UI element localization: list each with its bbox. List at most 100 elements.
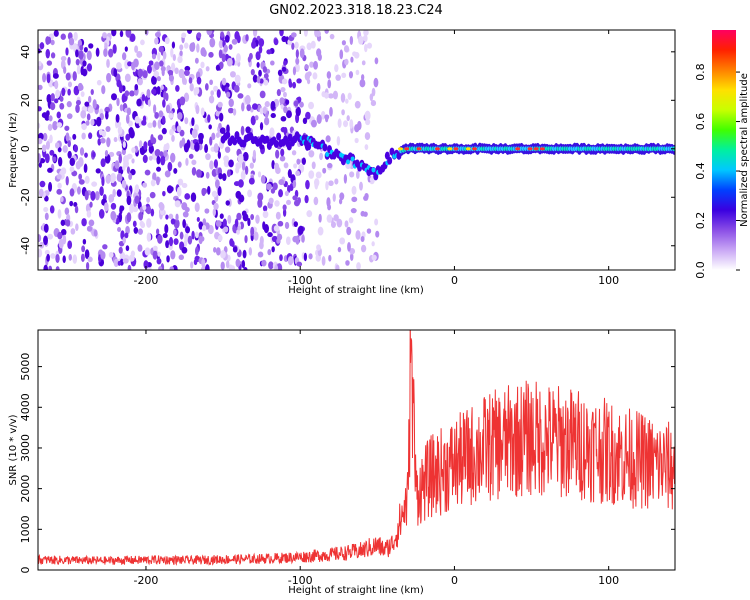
heatmap-noise-cell <box>92 151 96 158</box>
heatmap-noise-cell <box>217 234 223 242</box>
heatmap-noise-cell <box>243 267 248 270</box>
heatmap-noise-cell <box>219 61 224 70</box>
heatmap-noise-cell <box>279 155 286 162</box>
heatmap-noise-cell <box>336 136 341 146</box>
heatmap-noise-cell <box>349 119 354 129</box>
heatmap-noise-cell <box>240 170 246 181</box>
heatmap-noise-cell <box>68 37 75 46</box>
heatmap-hot-cell <box>434 147 440 151</box>
heatmap-noise-cell <box>93 229 98 237</box>
heatmap-noise-cell <box>278 189 284 198</box>
heatmap-noise-cell <box>56 122 63 128</box>
heatmap-noise-cell <box>44 195 49 202</box>
heatmap-noise-cell <box>163 150 168 157</box>
heatmap-noise-cell <box>217 185 221 196</box>
heatmap-noise-cell <box>234 74 241 84</box>
heatmap-noise-cell <box>269 127 275 138</box>
heatmap-noise-cell <box>79 147 85 156</box>
heatmap-noise-cell <box>129 33 136 42</box>
heatmap-noise-cell <box>110 202 117 210</box>
heatmap-noise-cell <box>350 208 357 214</box>
heatmap-noise-cell <box>359 79 366 88</box>
heatmap-noise-cell <box>70 228 76 235</box>
heatmap-noise-cell <box>112 43 117 54</box>
figure-title: GN02.2023.318.18.23.C24 <box>269 3 443 18</box>
heatmap-noise-cell <box>351 196 358 203</box>
heatmap-noise-cell <box>127 264 132 270</box>
heatmap-noise-cell <box>191 166 197 176</box>
heatmap-noise-cell <box>147 122 153 129</box>
heatmap-noise-cell <box>327 79 332 89</box>
spectrogram-y-label: Frequency (Hz) <box>8 112 19 188</box>
heatmap-noise-cell <box>349 171 355 178</box>
heatmap-noise-cell <box>131 61 136 71</box>
heatmap-noise-cell <box>119 30 124 38</box>
heatmap-noise-cell <box>160 84 164 91</box>
heatmap-noise-cell <box>108 48 114 58</box>
heatmap-noise-cell <box>351 185 357 195</box>
heatmap-signal-cell <box>322 143 328 152</box>
heatmap-noise-cell <box>119 104 124 112</box>
heatmap-noise-cell <box>310 119 317 128</box>
heatmap-signal-core <box>346 159 351 165</box>
heatmap-hot-cell <box>533 147 539 151</box>
heatmap-noise-cell <box>64 207 70 215</box>
heatmap-noise-cell <box>117 260 121 266</box>
heatmap-noise-cell <box>154 61 160 71</box>
heatmap-noise-cell <box>156 155 161 165</box>
heatmap-noise-cell <box>190 261 194 269</box>
colorbar-ticks: 0.0 0.2 0.4 0.6 0.8 <box>694 63 740 279</box>
snr-ytick-label: 2000 <box>19 475 32 503</box>
heatmap-noise-cell <box>50 102 56 111</box>
heatmap-noise-cell <box>278 179 285 186</box>
heatmap-noise-cell <box>217 151 221 159</box>
heatmap-noise-cell <box>160 66 166 72</box>
heatmap-noise-cell <box>122 236 127 244</box>
heatmap-noise-cell <box>259 122 264 131</box>
heatmap-noise-cell <box>273 38 279 46</box>
heatmap-noise-cell <box>208 51 214 58</box>
heatmap-noise-cell <box>38 84 43 91</box>
heatmap-noise-cell <box>250 214 255 220</box>
heatmap-noise-cell <box>80 91 85 97</box>
heatmap-noise-cell <box>258 69 262 77</box>
heatmap-noise-cell <box>349 248 356 255</box>
spectrogram-ytick-label: 40 <box>19 45 32 59</box>
heatmap-noise-cell <box>315 171 322 179</box>
heatmap-noise-cell <box>282 204 287 211</box>
heatmap-noise-cell <box>188 153 194 159</box>
heatmap-noise-cell <box>159 60 164 67</box>
heatmap-noise-cell <box>220 31 225 38</box>
heatmap-noise-cell <box>228 44 233 50</box>
heatmap-noise-cell <box>257 251 264 258</box>
heatmap-noise-cell <box>276 238 281 244</box>
heatmap-noise-cell <box>57 147 62 153</box>
heatmap-noise-cell <box>298 225 304 235</box>
heatmap-noise-cell <box>346 226 352 236</box>
heatmap-noise-cell <box>168 213 174 220</box>
heatmap-noise-cell <box>356 262 361 270</box>
heatmap-noise-cell <box>293 221 298 228</box>
heatmap-noise-cell <box>303 30 308 37</box>
heatmap-noise-cell <box>294 41 299 49</box>
heatmap-noise-cell <box>86 50 92 61</box>
heatmap-noise-cell <box>125 30 132 38</box>
heatmap-hot-cell <box>397 147 403 151</box>
heatmap-noise-cell <box>194 202 200 213</box>
heatmap-noise-cell <box>134 45 139 53</box>
heatmap-noise-cell <box>191 117 195 127</box>
heatmap-noise-cell <box>295 170 301 177</box>
heatmap-noise-cell <box>152 172 157 182</box>
heatmap-noise-cell <box>316 244 321 251</box>
heatmap-noise-cell <box>338 198 343 205</box>
heatmap-noise-cell <box>47 167 53 173</box>
heatmap-noise-cell <box>259 241 264 250</box>
heatmap-noise-cell <box>288 81 293 88</box>
heatmap-noise-cell <box>65 219 71 227</box>
heatmap-noise-cell <box>271 246 275 253</box>
heatmap-noise-cell <box>218 40 224 49</box>
heatmap-noise-cell <box>49 205 55 214</box>
heatmap-noise-cell <box>247 189 253 198</box>
heatmap-noise-cell <box>221 53 226 63</box>
heatmap-noise-cell <box>60 56 67 62</box>
